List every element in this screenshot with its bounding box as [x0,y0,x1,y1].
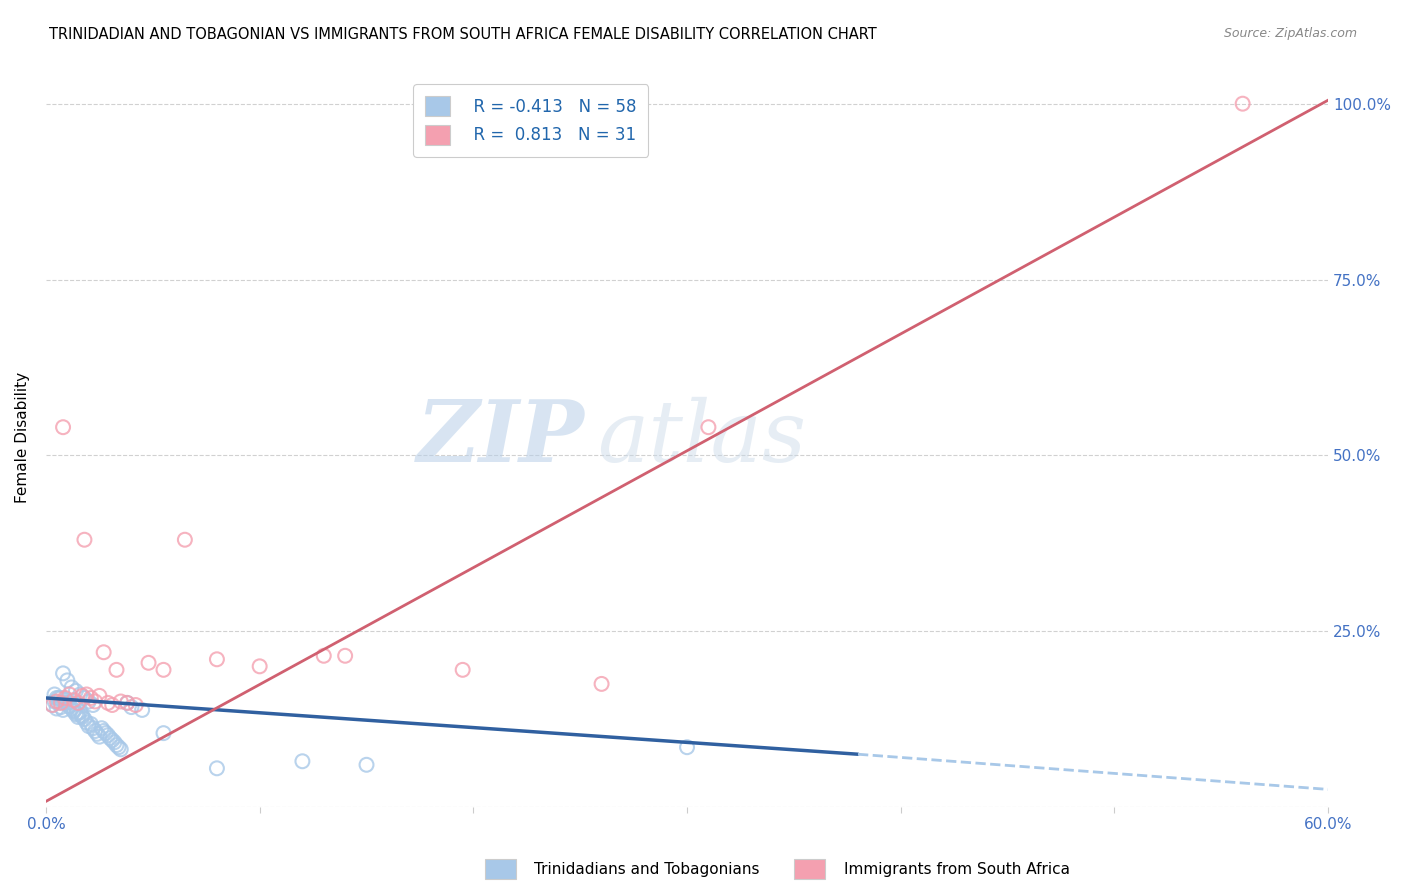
Point [101,698,124,712]
Point [1232,96,1254,111]
Point [125,698,148,712]
Point [86,727,108,741]
Point [77,719,100,733]
Point [62,704,84,718]
Point [94,726,117,740]
Point [73,533,96,547]
Point [56,673,79,688]
Point [97,696,120,710]
Point [103,735,125,749]
Point [676,740,699,755]
Point [138,656,160,670]
Point [152,726,174,740]
Point [291,754,314,768]
Point [58,688,80,702]
Point [451,663,474,677]
Point [49,690,72,705]
Point [173,533,195,547]
Point [60,681,83,695]
Point [105,663,128,677]
Legend:   R = -0.413   N = 58,   R =  0.813   N = 31: R = -0.413 N = 58, R = 0.813 N = 31 [413,84,648,157]
Point [82,698,104,712]
Point [73,712,96,726]
Text: Source: ZipAtlas.com: Source: ZipAtlas.com [1223,27,1357,40]
Point [312,648,335,663]
Point [115,696,138,710]
Point [48,696,70,710]
Point [591,677,613,691]
Point [82,721,104,735]
Point [77,694,100,708]
Point [84,724,107,739]
Point [53,696,76,710]
Point [76,688,98,702]
Text: ZIP: ZIP [416,396,585,480]
Point [84,694,107,708]
Point [72,710,94,724]
Point [73,690,96,705]
Point [131,703,153,717]
Point [205,652,228,666]
Point [66,696,89,710]
Point [62,703,84,717]
Point [93,724,115,739]
Point [53,693,76,707]
Point [58,698,80,713]
Point [66,706,89,721]
Point [41,698,63,712]
Point [107,740,129,755]
Point [356,757,378,772]
Point [72,708,94,723]
Point [105,738,128,752]
Point [45,690,67,705]
Point [69,705,91,719]
Point [80,690,103,705]
Point [90,721,112,735]
Point [110,742,132,756]
Point [52,703,75,717]
Point [69,688,91,702]
Point [44,694,66,708]
Point [48,690,70,705]
Point [98,731,121,745]
Point [49,700,72,714]
Point [152,663,174,677]
Point [52,666,75,681]
Point [89,730,111,744]
Point [52,420,75,434]
Point [62,693,84,707]
Point [60,701,83,715]
Text: atlas: atlas [598,396,807,479]
Point [49,696,72,710]
Point [93,645,115,659]
Point [120,700,142,714]
Point [66,710,89,724]
Point [65,684,87,698]
Point [89,689,111,703]
Point [45,694,67,708]
Point [76,715,98,730]
Point [53,690,76,705]
Point [45,701,67,715]
Point [697,420,720,434]
Point [56,696,79,710]
Point [41,698,63,712]
Text: Trinidadians and Tobagonians: Trinidadians and Tobagonians [534,863,759,877]
Y-axis label: Female Disability: Female Disability [15,372,30,503]
Point [72,689,94,703]
Point [115,696,138,710]
Point [44,688,66,702]
Point [101,733,124,747]
Point [80,717,103,731]
Text: TRINIDADIAN AND TOBAGONIAN VS IMMIGRANTS FROM SOUTH AFRICA FEMALE DISABILITY COR: TRINIDADIAN AND TOBAGONIAN VS IMMIGRANTS… [49,27,877,42]
Point [65,707,87,722]
Point [110,694,132,708]
Point [97,728,120,742]
Point [58,699,80,714]
Point [205,761,228,775]
Text: Immigrants from South Africa: Immigrants from South Africa [844,863,1070,877]
Point [333,648,356,663]
Point [249,659,271,673]
